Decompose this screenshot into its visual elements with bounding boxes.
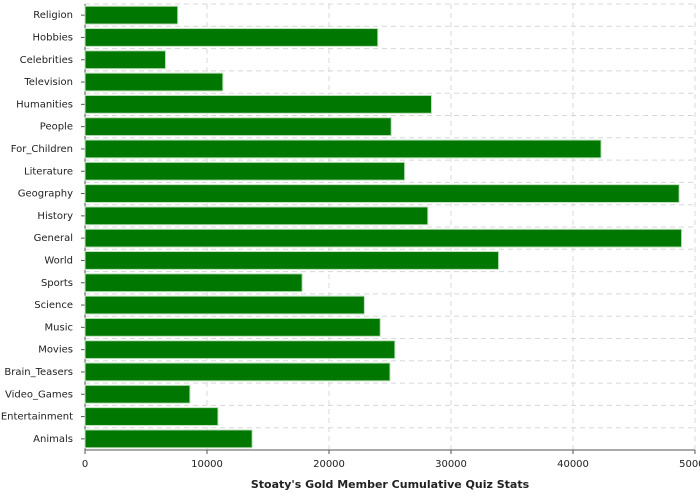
bar	[84, 362, 391, 382]
bar	[84, 384, 191, 404]
x-tick-label: 20000	[313, 459, 345, 470]
x-tick-label: 0	[82, 459, 88, 470]
y-tick-label: General	[34, 233, 73, 244]
y-tick-label: Religion	[33, 10, 73, 21]
bar	[84, 161, 406, 181]
y-tick-label: Television	[23, 77, 73, 88]
bar	[84, 206, 429, 226]
bar	[84, 273, 303, 293]
bar	[84, 117, 392, 137]
y-tick-label: Sports	[41, 278, 73, 289]
y-tick-label: History	[37, 211, 73, 222]
x-tick-label: 50000	[679, 459, 700, 470]
bar	[84, 340, 396, 360]
x-tick-label: 40000	[557, 459, 589, 470]
y-tick-label: Music	[45, 322, 73, 333]
x-tick-label: 30000	[435, 459, 467, 470]
bar	[84, 228, 683, 248]
y-tick-label: Brain_Teasers	[4, 367, 73, 378]
y-tick-label: Animals	[33, 434, 73, 445]
x-axis-title: Stoaty's Gold Member Cumulative Quiz Sta…	[251, 478, 530, 491]
bar	[84, 184, 680, 203]
bar	[84, 407, 219, 426]
y-tick-label: Movies	[38, 345, 73, 356]
bar	[84, 429, 253, 449]
y-tick-label: Literature	[24, 166, 73, 177]
bar	[84, 50, 167, 70]
bar	[84, 28, 379, 47]
y-tick-label: People	[40, 122, 73, 133]
y-tick-label: Geography	[18, 189, 73, 200]
y-tick-label: Celebrities	[20, 55, 73, 66]
y-tick-label: Hobbies	[33, 32, 73, 43]
bar	[84, 251, 500, 270]
y-tick-label: Entertainment	[1, 412, 73, 423]
y-tick-label: Video_Games	[5, 389, 73, 400]
bar	[84, 94, 432, 114]
bar	[84, 317, 381, 337]
y-tick-label: World	[44, 255, 73, 266]
bar	[84, 72, 224, 92]
bar	[84, 5, 179, 25]
bar	[84, 139, 602, 159]
y-tick-label: Humanities	[16, 99, 73, 110]
bar	[84, 295, 365, 315]
y-tick-label: For_Children	[11, 144, 73, 155]
y-tick-label: Science	[34, 300, 73, 311]
x-tick-label: 10000	[191, 459, 223, 470]
